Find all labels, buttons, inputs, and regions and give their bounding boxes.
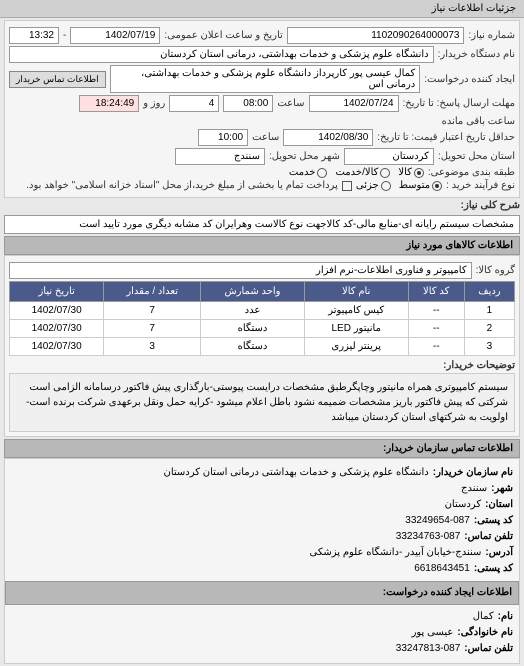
delivery-province: کردستان xyxy=(344,148,434,165)
req-name: کمال xyxy=(473,609,494,625)
table-cell: دستگاه xyxy=(201,338,305,356)
table-cell: -- xyxy=(408,320,464,338)
requester: کمال عیسی پور کارپرداز دانشگاه علوم پزشک… xyxy=(110,65,421,93)
table-cell: 2 xyxy=(464,320,514,338)
table-header: واحد شمارش xyxy=(201,282,305,302)
remaining-days: 4 xyxy=(169,95,219,112)
request-number: 1102090264000073 xyxy=(287,27,465,44)
remaining-suffix: ساعت باقی مانده xyxy=(442,116,515,127)
contact-address-label: آدرس: xyxy=(485,545,513,561)
table-cell: 3 xyxy=(104,338,201,356)
table-cell: -- xyxy=(408,338,464,356)
contact-button[interactable]: اطلاعات تماس خریدار xyxy=(9,71,106,88)
req-phone: 33247813-087 xyxy=(396,641,461,657)
radio-minor[interactable] xyxy=(381,181,391,191)
buyer-org: دانشگاه علوم پزشکی و خدمات بهداشتی، درما… xyxy=(9,46,434,63)
table-cell: عدد xyxy=(201,302,305,320)
contact-org-label: نام سازمان خریدار: xyxy=(433,465,513,481)
table-cell: مانیتور LED xyxy=(304,320,408,338)
req-phone-label: تلفن تماس: xyxy=(464,641,513,657)
table-header: تعداد / مقدار xyxy=(104,282,201,302)
contact-state-label: استان: xyxy=(485,497,513,513)
table-header: کد کالا xyxy=(408,282,464,302)
req-family-label: نام خانوادگی: xyxy=(457,625,513,641)
keyword-header: شرح کلی نیاز: xyxy=(461,200,520,211)
group-value: کامپیوتر و فناوری اطلاعات-نرم افزار xyxy=(9,262,472,279)
packaging-label: طبقه بندی موضوعی: xyxy=(428,167,515,178)
table-cell: 3 xyxy=(464,338,514,356)
deadline-time: 08:00 xyxy=(223,95,273,112)
req-name-label: نام: xyxy=(498,609,513,625)
table-cell: 7 xyxy=(104,302,201,320)
treasury-checkbox[interactable] xyxy=(342,181,352,191)
treasury-label: پرداخت تمام یا بخشی از مبلغ خرید،از محل … xyxy=(26,180,338,191)
deadline-label: مهلت ارسال پاسخ: تا تاریخ: xyxy=(403,98,515,109)
table-cell: -- xyxy=(408,302,464,320)
delivery-province-label: استان محل تحویل: xyxy=(438,151,515,162)
table-cell: 1 xyxy=(464,302,514,320)
contact-phone: 33234763-087 xyxy=(396,529,461,545)
announce-label: تاریخ و ساعت اعلان عمومی: xyxy=(164,30,283,41)
buyer-description: سیستم کامپیوتری همراه مانیتور وچاپگرطبق … xyxy=(9,373,515,432)
process-label: نوع فرآیند خرید : xyxy=(446,180,515,191)
table-header: تاریخ نیاز xyxy=(10,282,104,302)
delivery-city: سنندج xyxy=(175,148,265,165)
req-family: عیسی پور xyxy=(412,625,454,641)
table-cell: 1402/07/30 xyxy=(10,302,104,320)
contact-postal: 33249654-087 xyxy=(405,513,470,529)
remaining-time: 18:24:49 xyxy=(79,95,139,112)
buyer-org-label: نام دستگاه خریدار: xyxy=(438,49,515,60)
table-header: ردیف xyxy=(464,282,514,302)
table-cell: 1402/07/30 xyxy=(10,338,104,356)
table-cell: 7 xyxy=(104,320,201,338)
contact-address: سنندج-خیابان آبیدر -دانشگاه علوم پزشکی xyxy=(310,545,482,561)
validity-time: 10:00 xyxy=(198,129,248,146)
requester-contact-header: اطلاعات ایجاد کننده درخواست: xyxy=(5,581,519,605)
radio-kala-khedmat[interactable] xyxy=(380,168,390,178)
process-radios: متوسط جزئی xyxy=(356,180,442,191)
contact-pobox: 6618643451 xyxy=(414,561,470,577)
contact-province: سنندج xyxy=(461,481,487,497)
table-row: 3--پرینتر لیزریدستگاه31402/07/30 xyxy=(10,338,515,356)
table-row: 2--مانیتور LEDدستگاه71402/07/30 xyxy=(10,320,515,338)
contact-postal-label: کد پستی: xyxy=(474,513,513,529)
items-header: اطلاعات کالاهای مورد نیاز xyxy=(4,236,520,255)
validity-time-label: ساعت xyxy=(252,132,279,143)
validity-date: 1402/08/30 xyxy=(283,129,373,146)
request-number-label: شماره نیاز: xyxy=(468,30,515,41)
items-table: ردیفکد کالانام کالاواحد شمارشتعداد / مقد… xyxy=(9,281,515,356)
group-label: گروه کالا: xyxy=(476,265,515,276)
contact-state: کردستان xyxy=(445,497,482,513)
announce-date: 1402/07/19 xyxy=(70,27,160,44)
remaining-days-label: روز و xyxy=(143,98,165,109)
contact-pobox-label: کد پستی: xyxy=(474,561,513,577)
desc-label: توضیحات خریدار: xyxy=(443,360,515,371)
table-cell: کیس کامپیوتر xyxy=(304,302,408,320)
validity-label: حداقل تاریخ اعتبار قیمت: تا تاریخ: xyxy=(377,132,515,143)
announce-time: 13:32 xyxy=(9,27,59,44)
radio-medium[interactable] xyxy=(432,181,442,191)
requester-label: ایجاد کننده درخواست: xyxy=(424,74,515,85)
radio-kala[interactable] xyxy=(414,168,424,178)
contact-header: اطلاعات تماس سازمان خریدار: xyxy=(4,439,520,458)
contact-phone-label: تلفن تماس: xyxy=(464,529,513,545)
table-header: نام کالا xyxy=(304,282,408,302)
radio-khedmat[interactable] xyxy=(317,168,327,178)
table-cell: 1402/07/30 xyxy=(10,320,104,338)
packaging-radios: کالا کالا/خدمت خدمت xyxy=(289,167,424,178)
table-row: 1--کیس کامپیوترعدد71402/07/30 xyxy=(10,302,515,320)
tab-title: جزئیات اطلاعات نیاز xyxy=(0,0,524,18)
delivery-city-label: شهر محل تحویل: xyxy=(269,151,340,162)
deadline-time-label: ساعت xyxy=(277,98,304,109)
contact-org: دانشگاه علوم پزشکی و خدمات بهداشتی درمان… xyxy=(163,465,428,481)
table-cell: دستگاه xyxy=(201,320,305,338)
table-cell: پرینتر لیزری xyxy=(304,338,408,356)
contact-province-label: شهر: xyxy=(491,481,513,497)
deadline-date: 1402/07/24 xyxy=(309,95,399,112)
keyword-text: مشخصات سیستم رایانه ای-منابع مالی-کد کال… xyxy=(4,215,520,234)
